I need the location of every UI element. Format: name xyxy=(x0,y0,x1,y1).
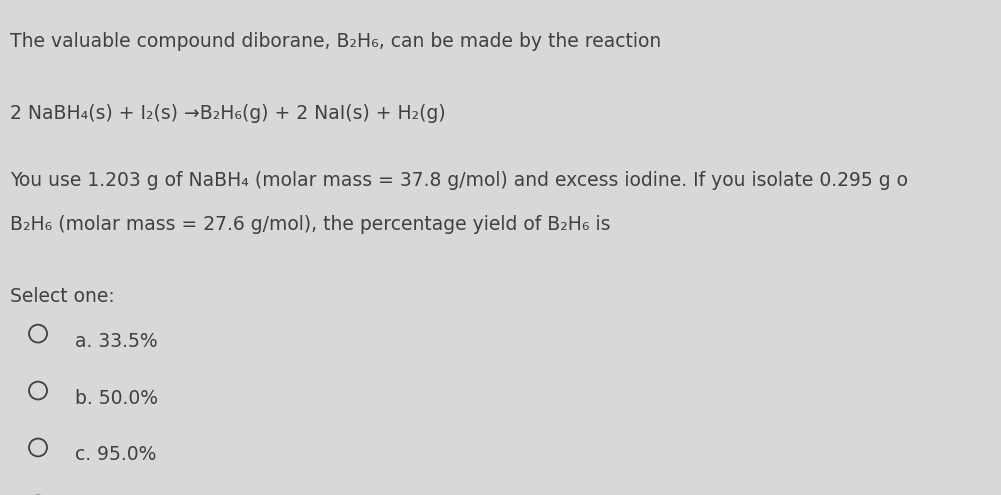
Text: B₂H₆ (molar mass = 27.6 g/mol), the percentage yield of B₂H₆ is: B₂H₆ (molar mass = 27.6 g/mol), the perc… xyxy=(10,215,611,234)
Text: b. 50.0%: b. 50.0% xyxy=(75,389,158,407)
Text: c. 95.0%: c. 95.0% xyxy=(75,446,156,464)
Text: a. 33.5%: a. 33.5% xyxy=(75,332,158,350)
Text: The valuable compound diborane, B₂H₆, can be made by the reaction: The valuable compound diborane, B₂H₆, ca… xyxy=(10,32,662,51)
Text: Select one:: Select one: xyxy=(10,287,115,306)
Text: You use 1.203 g of NaBH₄ (molar mass = 37.8 g/mol) and excess iodine. If you iso: You use 1.203 g of NaBH₄ (molar mass = 3… xyxy=(10,171,908,190)
Text: 2 NaBH₄(s) + I₂(s) →B₂H₆(g) + 2 NaI(s) + H₂(g): 2 NaBH₄(s) + I₂(s) →B₂H₆(g) + 2 NaI(s) +… xyxy=(10,104,445,123)
